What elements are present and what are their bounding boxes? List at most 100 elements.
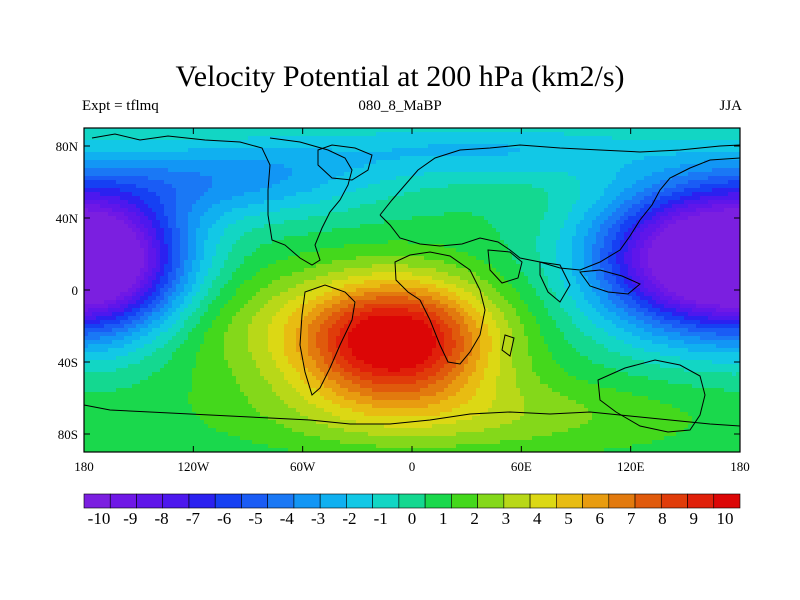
field-cell [132, 184, 137, 189]
field-cell [688, 168, 693, 173]
field-cell [452, 184, 457, 189]
field-cell [468, 240, 473, 245]
field-cell [128, 244, 133, 249]
field-cell [312, 132, 317, 137]
field-cell [432, 240, 437, 245]
field-cell [500, 216, 505, 221]
field-cell [332, 200, 337, 205]
field-cell [520, 208, 525, 213]
field-cell [684, 164, 689, 169]
field-cell [272, 216, 277, 221]
field-cell [232, 132, 237, 137]
field-cell [620, 216, 625, 221]
field-cell [348, 136, 353, 141]
field-cell [276, 216, 281, 221]
field-cell [540, 132, 545, 137]
field-cell [420, 224, 425, 229]
field-cell [488, 228, 493, 233]
field-cell [360, 220, 365, 225]
field-cell [148, 196, 153, 201]
field-cell [336, 232, 341, 237]
field-cell [560, 132, 565, 137]
field-cell [288, 240, 293, 245]
field-cell [204, 128, 209, 133]
field-cell [240, 196, 245, 201]
field-cell [152, 236, 157, 241]
field-cell [216, 232, 221, 237]
field-cell [128, 144, 133, 149]
field-cell [140, 160, 145, 165]
field-cell [336, 172, 341, 177]
field-cell [328, 164, 333, 169]
field-cell [604, 176, 609, 181]
field-cell [476, 228, 481, 233]
field-cell [148, 188, 153, 193]
field-cell [420, 160, 425, 165]
field-cell [548, 160, 553, 165]
field-cell [712, 224, 717, 229]
field-cell [280, 152, 285, 157]
field-cell [532, 172, 537, 177]
field-cell [656, 196, 661, 201]
field-cell [348, 180, 353, 185]
field-cell [192, 228, 197, 233]
field-cell [660, 136, 665, 141]
field-cell [700, 188, 705, 193]
field-cell [636, 184, 641, 189]
field-cell [320, 208, 325, 213]
field-cell [380, 196, 385, 201]
field-cell [704, 128, 709, 133]
field-cell [736, 136, 741, 141]
field-cell [296, 188, 301, 193]
field-cell [340, 232, 345, 237]
field-cell [404, 224, 409, 229]
field-cell [472, 188, 477, 193]
field-cell [344, 172, 349, 177]
field-cell [440, 196, 445, 201]
field-cell [408, 144, 413, 149]
field-cell [400, 172, 405, 177]
field-cell [160, 232, 165, 237]
field-cell [564, 208, 569, 213]
field-cell [688, 244, 693, 249]
field-cell [524, 244, 529, 249]
field-cell [360, 160, 365, 165]
field-cell [688, 160, 693, 165]
field-cell [504, 236, 509, 241]
field-cell [140, 248, 145, 253]
field-cell [136, 148, 141, 153]
field-cell [424, 184, 429, 189]
field-cell [168, 180, 173, 185]
field-cell [108, 248, 113, 253]
field-cell [84, 168, 89, 173]
field-cell [148, 172, 153, 177]
field-cell [576, 232, 581, 237]
field-cell [716, 216, 721, 221]
field-cell [476, 172, 481, 177]
field-cell [96, 208, 101, 213]
field-cell [604, 232, 609, 237]
field-cell [436, 200, 441, 205]
field-cell [212, 248, 217, 253]
field-cell [200, 212, 205, 217]
field-cell [632, 128, 637, 133]
field-cell [100, 212, 105, 217]
field-cell [320, 212, 325, 217]
field-cell [484, 136, 489, 141]
field-cell [252, 176, 257, 181]
field-cell [316, 248, 321, 253]
field-cell [724, 216, 729, 221]
field-cell [516, 208, 521, 213]
field-cell [148, 204, 153, 209]
field-cell [656, 156, 661, 161]
field-cell [596, 152, 601, 157]
field-cell [444, 184, 449, 189]
field-cell [448, 148, 453, 153]
field-cell [428, 200, 433, 205]
field-cell [364, 180, 369, 185]
field-cell [372, 192, 377, 197]
field-cell [656, 232, 661, 237]
field-cell [468, 216, 473, 221]
field-cell [420, 128, 425, 133]
field-cell [660, 160, 665, 165]
